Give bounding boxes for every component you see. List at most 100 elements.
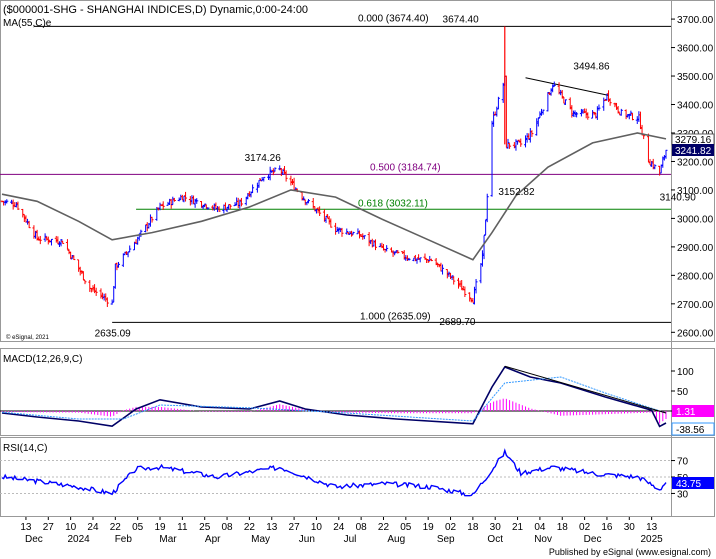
price-annotation: 3494.86: [573, 61, 610, 72]
x-tick-label: 08: [221, 522, 233, 533]
candle: [653, 164, 657, 170]
y-tick-label: 2600.00: [677, 328, 714, 339]
candle: [474, 278, 478, 294]
fib-level-label: 1.000 (2635.09): [360, 311, 431, 322]
candle: [329, 218, 333, 228]
ma-line: [1, 132, 667, 261]
macd-line: [1, 366, 667, 428]
candle: [271, 168, 275, 176]
ma-series: [1, 132, 667, 261]
x-month-label: 2025: [641, 534, 664, 545]
y-tick-label: 3500.00: [677, 72, 714, 83]
candle: [337, 227, 341, 234]
x-tick-label: 24: [87, 522, 99, 533]
candle: [203, 203, 207, 207]
candle: [251, 184, 255, 194]
x-month-label: Mar: [159, 534, 177, 545]
candle: [27, 220, 31, 229]
candle: [228, 203, 232, 210]
candle: [423, 253, 427, 260]
candle: [61, 240, 65, 244]
candle: [302, 196, 306, 201]
rsi-value: 43.75: [676, 479, 701, 490]
candle: [268, 166, 272, 181]
candle: [350, 230, 354, 237]
candle: [616, 106, 620, 114]
candle: [128, 245, 132, 253]
y-tick-label: 2800.00: [677, 271, 714, 282]
x-month-label: May: [251, 534, 270, 545]
candle: [139, 229, 143, 238]
x-month-label: 2024: [67, 534, 90, 545]
candle: [468, 292, 472, 302]
rsi-line: [1, 448, 667, 497]
candle: [306, 199, 310, 204]
x-month-label: Nov: [534, 534, 552, 545]
x-tick-label: 04: [534, 522, 546, 533]
candle: [117, 261, 121, 268]
candle: [496, 96, 500, 110]
candle: [519, 138, 523, 147]
x-month-label: Sep: [437, 534, 455, 545]
candle: [351, 231, 355, 235]
candle: [184, 191, 188, 202]
candle: [239, 197, 243, 207]
candle: [132, 241, 136, 251]
x-tick-label: 18: [557, 522, 569, 533]
candle: [563, 99, 567, 105]
x-month-label: Dec: [584, 534, 602, 545]
candle: [450, 275, 454, 281]
macd-signal-line: [1, 376, 667, 422]
candle: [5, 199, 9, 204]
candle: [429, 258, 433, 262]
x-tick-label: 27: [289, 522, 301, 533]
candle: [485, 193, 489, 223]
rsi-y-tick-label: 30: [677, 489, 689, 500]
x-tick-label: 13: [646, 522, 658, 533]
candle: [441, 264, 445, 275]
watermark: © eSignal, 2021: [6, 334, 49, 341]
candle: [340, 227, 344, 237]
candle: [206, 207, 210, 210]
candle: [619, 108, 623, 116]
candle: [597, 104, 601, 111]
candle: [65, 239, 69, 250]
macd-panel: [0, 348, 715, 436]
x-tick-label: 10: [311, 522, 323, 533]
candle: [629, 110, 633, 116]
candle: [541, 109, 545, 115]
candle: [150, 216, 154, 223]
y-tick-label: 3100.00: [677, 186, 714, 197]
x-month-label: Feb: [115, 534, 133, 545]
candle: [83, 279, 87, 285]
y-tick-label: 3200.00: [677, 157, 714, 168]
x-tick-label: 08: [356, 522, 368, 533]
candle: [560, 90, 564, 99]
candle: [161, 201, 165, 211]
rsi-y-tick-label: 70: [677, 457, 689, 468]
candle: [43, 233, 47, 242]
x-tick-label: 02: [445, 522, 457, 533]
x-month-label: Jul: [344, 534, 357, 545]
candle: [452, 276, 456, 285]
macd-legend: MACD(12,26,9,C): [3, 354, 82, 365]
candle: [630, 113, 634, 121]
candle: [195, 198, 199, 204]
price-annotation: 3174.26: [245, 153, 282, 164]
price-annotation: 3140.90: [660, 192, 697, 203]
fib-level-label: 0.618 (3032.11): [358, 198, 428, 209]
candle: [385, 245, 389, 252]
price-badge: [672, 144, 714, 156]
candle: [217, 206, 221, 212]
macd-y-tick-label: 50: [677, 387, 689, 398]
candle: [530, 130, 534, 137]
price-annotation: 2635.09: [95, 328, 132, 339]
x-month-label: Aug: [387, 534, 405, 545]
y-tick-label: 3400.00: [677, 101, 714, 112]
candle: [81, 271, 85, 281]
macd-y-tick-label: 100: [677, 367, 694, 378]
fib-level-label: 0.000 (3674.40): [358, 13, 429, 24]
macd-trendline: [504, 365, 667, 414]
